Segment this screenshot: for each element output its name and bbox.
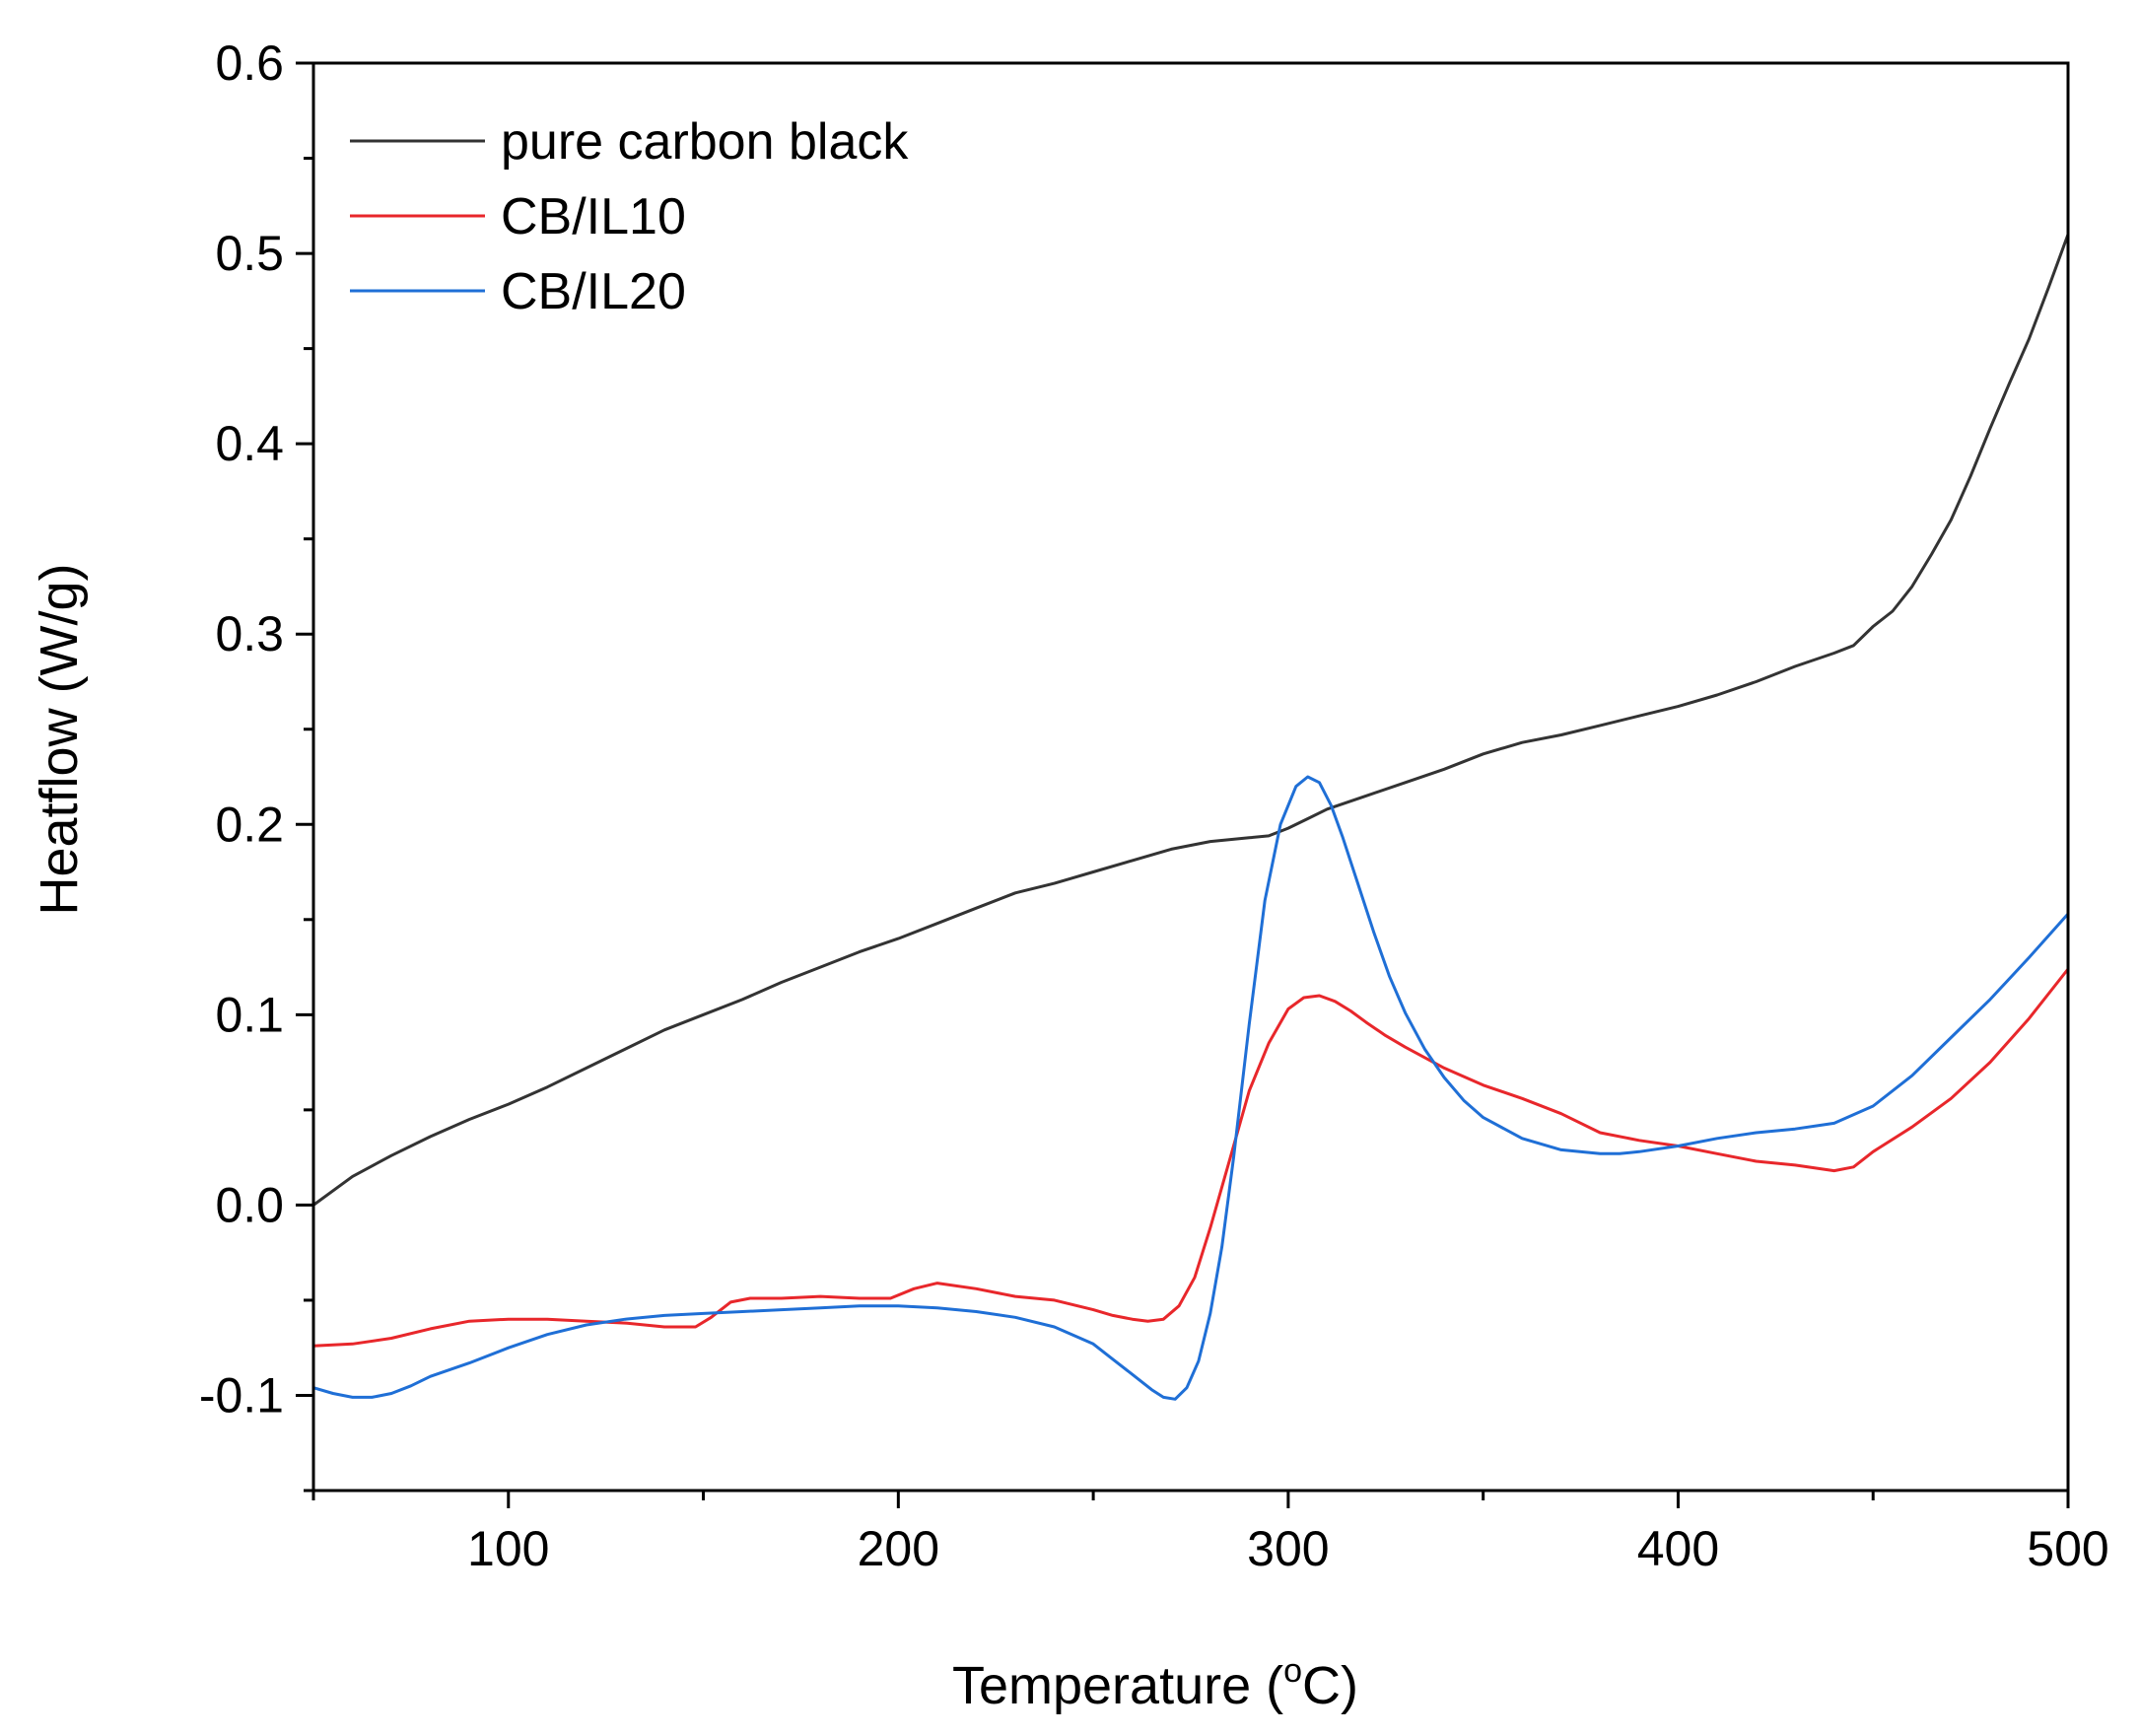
x-tick-label: 300 — [1247, 1521, 1329, 1576]
x-axis-title-sup: o — [1283, 1652, 1302, 1690]
x-tick-label: 500 — [2027, 1521, 2108, 1576]
y-axis-title: Heatflow (W/g) — [30, 563, 89, 915]
y-tick-label: 0.3 — [215, 606, 284, 661]
x-tick-label: 400 — [1637, 1521, 1719, 1576]
legend-label-1: pure carbon black — [501, 113, 909, 171]
y-tick-label: 0.1 — [215, 987, 284, 1042]
y-tick-label: 0.0 — [215, 1177, 284, 1232]
x-tick-label: 200 — [858, 1521, 939, 1576]
series-layer — [313, 234, 2068, 1401]
x-axis-title-main: Temperature ( — [952, 1656, 1283, 1715]
x-axis-title: Temperature (oC) — [952, 1652, 1358, 1715]
y-tick-label: 0.5 — [215, 226, 284, 281]
series-line-2 — [313, 968, 2068, 1348]
y-tick-label: 0.2 — [215, 797, 284, 852]
plot-frame — [311, 61, 2070, 1493]
series-line-3 — [313, 775, 2068, 1401]
x-tick-label: 100 — [467, 1521, 549, 1576]
legend-label-3: CB/IL20 — [501, 263, 686, 320]
y-tick-label: 0.4 — [215, 416, 284, 471]
x-axis-title-tail: C) — [1302, 1656, 1358, 1715]
y-tick-label: -0.1 — [199, 1367, 284, 1423]
series-line-1 — [313, 234, 2068, 1207]
legend: pure carbon black CB/IL10 CB/IL20 — [350, 113, 909, 320]
legend-label-2: CB/IL10 — [501, 188, 686, 245]
y-tick-label: 0.6 — [215, 35, 284, 91]
axes-layer: -0.1 0.0 0.1 0.2 0.3 0.4 0.5 0.6 100 200 300 400 500 — [199, 35, 2109, 1576]
